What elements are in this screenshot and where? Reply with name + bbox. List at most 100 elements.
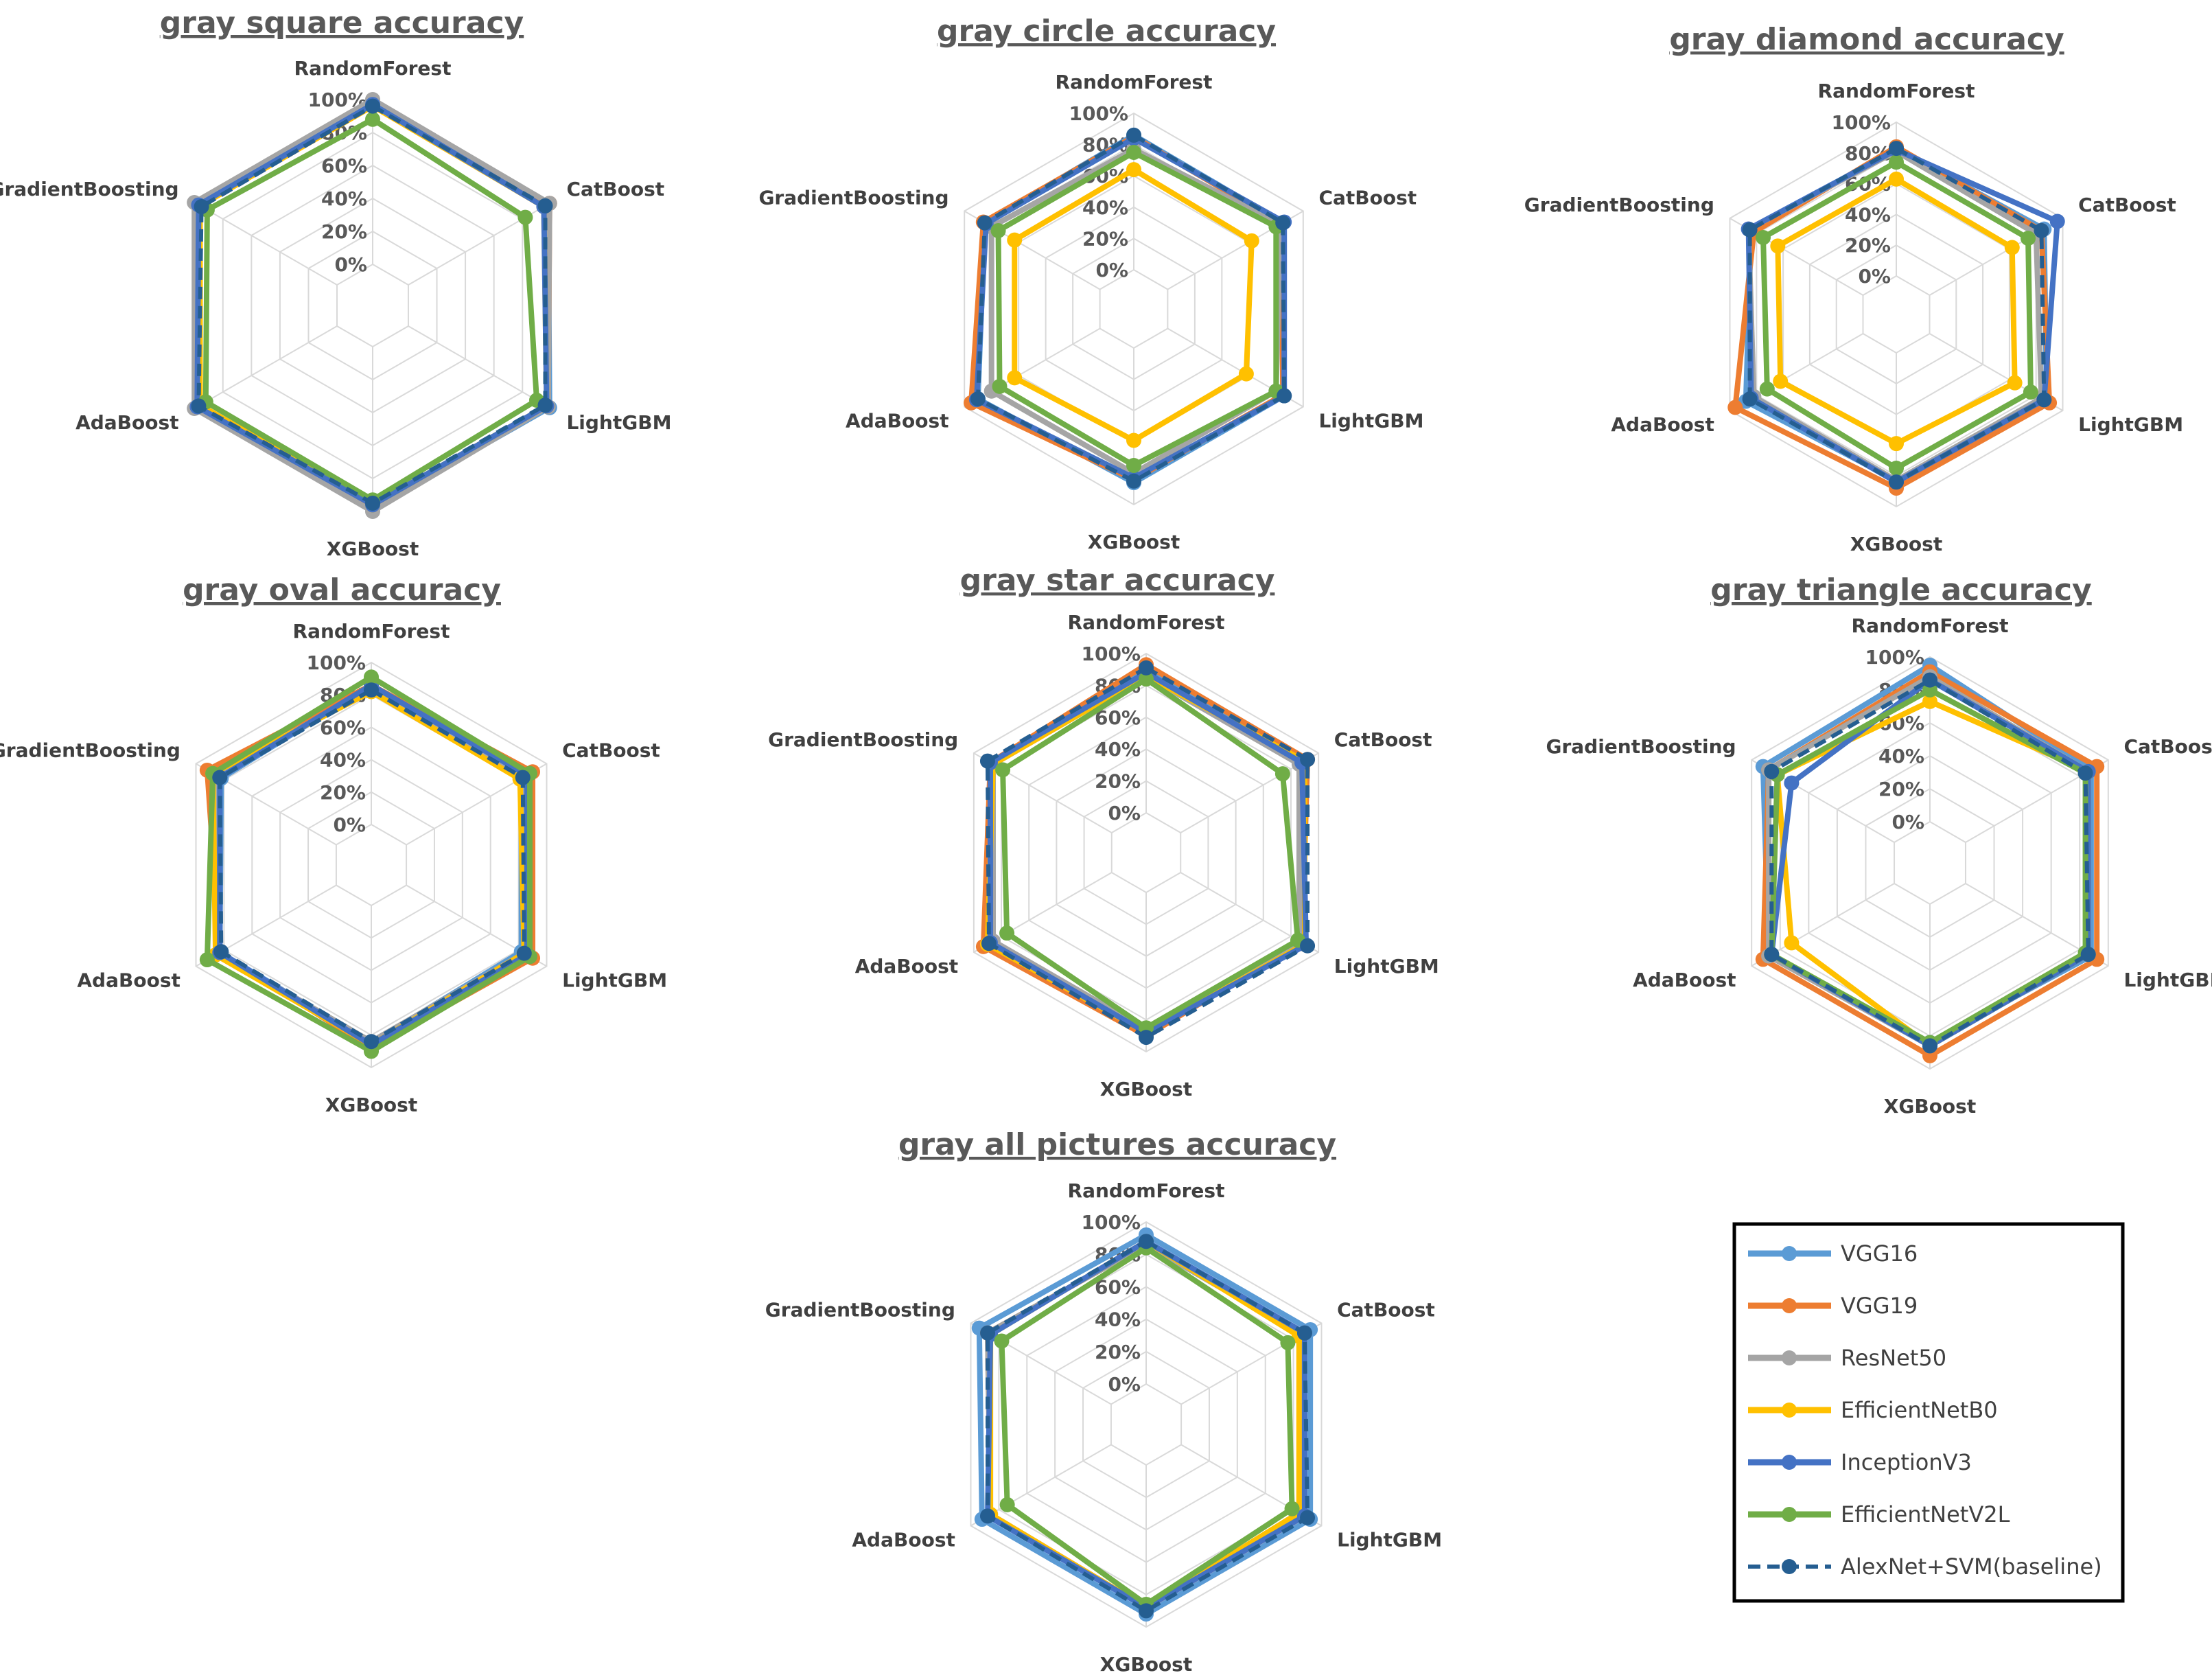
series-efficientnetb0 [205,684,532,1052]
data-point-adaboost [981,936,997,951]
data-point-lightgbm [1284,1501,1300,1516]
tick-label: 60% [1095,706,1141,729]
data-point-lightgbm [1277,388,1292,404]
category-label-xgboost: XGBoost [1884,1095,1976,1118]
series-alexnet-svm-baseline [212,682,532,1050]
data-point-catboost [1274,766,1290,782]
category-label-xgboost: XGBoost [1100,1078,1192,1100]
data-point-xgboost [1139,1603,1154,1619]
data-point-catboost [537,198,553,214]
chart-title: gray oval accuracy [183,573,501,608]
axis-spoke [408,325,552,409]
data-point-gradientboosting [212,770,228,785]
data-point-lightgbm [516,945,532,961]
series-alexnet-svm-baseline [1742,141,2052,490]
chart-title: gray all pictures accuracy [898,1127,1336,1162]
tick-label: 100% [1069,102,1128,125]
category-label-catboost: CatBoost [566,178,664,200]
category-label-gradientboosting: GradientBoosting [1546,735,1736,758]
series-alexnet-svm-baseline [980,1234,1316,1619]
chart-gray-triangle-accuracy: gray triangle accuracy 0%20%40%60%80%100… [1546,573,2212,1118]
grid-ring [1894,820,1966,905]
data-point-randomforest [1139,660,1154,676]
data-point-xgboost [364,1034,379,1050]
data-point-gradientboosting [194,199,209,214]
data-point-randomforest [1126,145,1141,160]
tick-label: 20% [320,781,366,804]
data-point-randomforest [1139,1234,1154,1249]
data-point-catboost [1296,1325,1312,1341]
category-label-lightgbm: LightGBM [1337,1529,1442,1551]
category-label-adaboost: AdaBoost [846,410,948,432]
tick-label: 40% [1082,196,1128,219]
category-label-randomforest: RandomForest [1068,1179,1225,1202]
data-point-gradientboosting [990,223,1006,238]
legend-label: AlexNet+SVM(baseline) [1841,1554,2102,1580]
data-point-adaboost [199,952,215,968]
legend-item-vgg16: VGG16 [1748,1241,1918,1267]
data-point-adaboost [992,378,1008,394]
grid-ring [1099,268,1169,349]
tick-label: 60% [321,154,367,177]
category-label-adaboost: AdaBoost [852,1529,955,1551]
chart-title: gray circle accuracy [937,14,1276,49]
chart-gray-all-pictures-accuracy: gray all pictures accuracy 0%20%40%60%80… [765,1127,1442,1673]
axis-spoke [194,325,338,409]
tick-label: 20% [1095,1341,1141,1363]
data-point-catboost [517,209,533,225]
data-point-catboost [515,770,531,785]
data-point-adaboost [999,925,1015,941]
data-point-lightgbm [2036,392,2052,408]
category-label-gradientboosting: GradientBoosting [768,728,958,751]
series-alexnet-svm-baseline [979,660,1316,1046]
category-label-adaboost: AdaBoost [75,411,178,434]
chart-gray-oval-accuracy: gray oval accuracy 0%20%40%60%80%100%Ran… [0,573,667,1116]
category-label-gradientboosting: GradientBoosting [1524,194,1714,216]
tick-label: 40% [1095,1308,1141,1331]
legend-label: EfficientNetB0 [1841,1397,1998,1423]
legend-item-vgg19: VGG19 [1748,1293,1918,1319]
legend-swatch-marker [1782,1559,1797,1574]
category-label-lightgbm: LightGBM [562,969,667,992]
data-point-catboost [1280,1335,1296,1350]
data-point-lightgbm [2007,375,2023,391]
grid-ring [1110,1383,1183,1466]
data-point-randomforest [364,682,379,698]
data-point-gradientboosting [994,1333,1010,1349]
category-label-randomforest: RandomForest [294,57,452,80]
legend-label: VGG19 [1841,1293,1918,1319]
category-label-xgboost: XGBoost [1100,1653,1192,1673]
series-vgg16 [1755,658,2099,1050]
data-point-randomforest [1139,671,1154,687]
category-label-gradientboosting: GradientBoosting [0,739,181,762]
series-efficientnetv2l [990,145,1284,473]
data-point-adaboost [1784,935,1800,951]
tick-label: 0% [1108,1373,1141,1396]
category-label-lightgbm: LightGBM [1318,410,1423,432]
grid-ring [336,263,409,348]
data-point-gradientboosting [1007,232,1023,248]
data-point-gradientboosting [1770,238,1786,254]
data-point-lightgbm [2080,947,2096,962]
legend-swatch-marker [1782,1350,1797,1365]
chart-gray-square-accuracy: gray square accuracy 0%20%40%60%80%100%R… [0,5,671,560]
series-resnet50 [1761,669,2096,1054]
category-label-gradientboosting: GradientBoosting [0,178,179,200]
grid-ring [335,823,408,907]
legend-swatch-marker [1782,1403,1797,1418]
category-label-gradientboosting: GradientBoosting [758,187,948,209]
tick-label: 0% [1891,811,1924,833]
series-vgg19 [191,97,557,514]
data-point-lightgbm [537,397,553,413]
tick-label: 20% [1878,778,1924,800]
series-efficientnetv2l [1756,154,2038,476]
legend-item-alexnet-svm-baseline: AlexNet+SVM(baseline) [1748,1554,2102,1580]
category-label-lightgbm: LightGBM [2078,413,2183,436]
category-label-randomforest: RandomForest [293,620,450,643]
legend: VGG16 VGG19 ResNet50 EfficientNetB0 Inceptio… [1732,1222,2125,1603]
data-point-lightgbm [1300,938,1316,954]
legend-swatch-marker [1782,1455,1797,1470]
data-point-adaboost [1759,381,1775,397]
data-point-catboost [2077,765,2093,781]
series-inceptionv3 [212,678,535,1052]
